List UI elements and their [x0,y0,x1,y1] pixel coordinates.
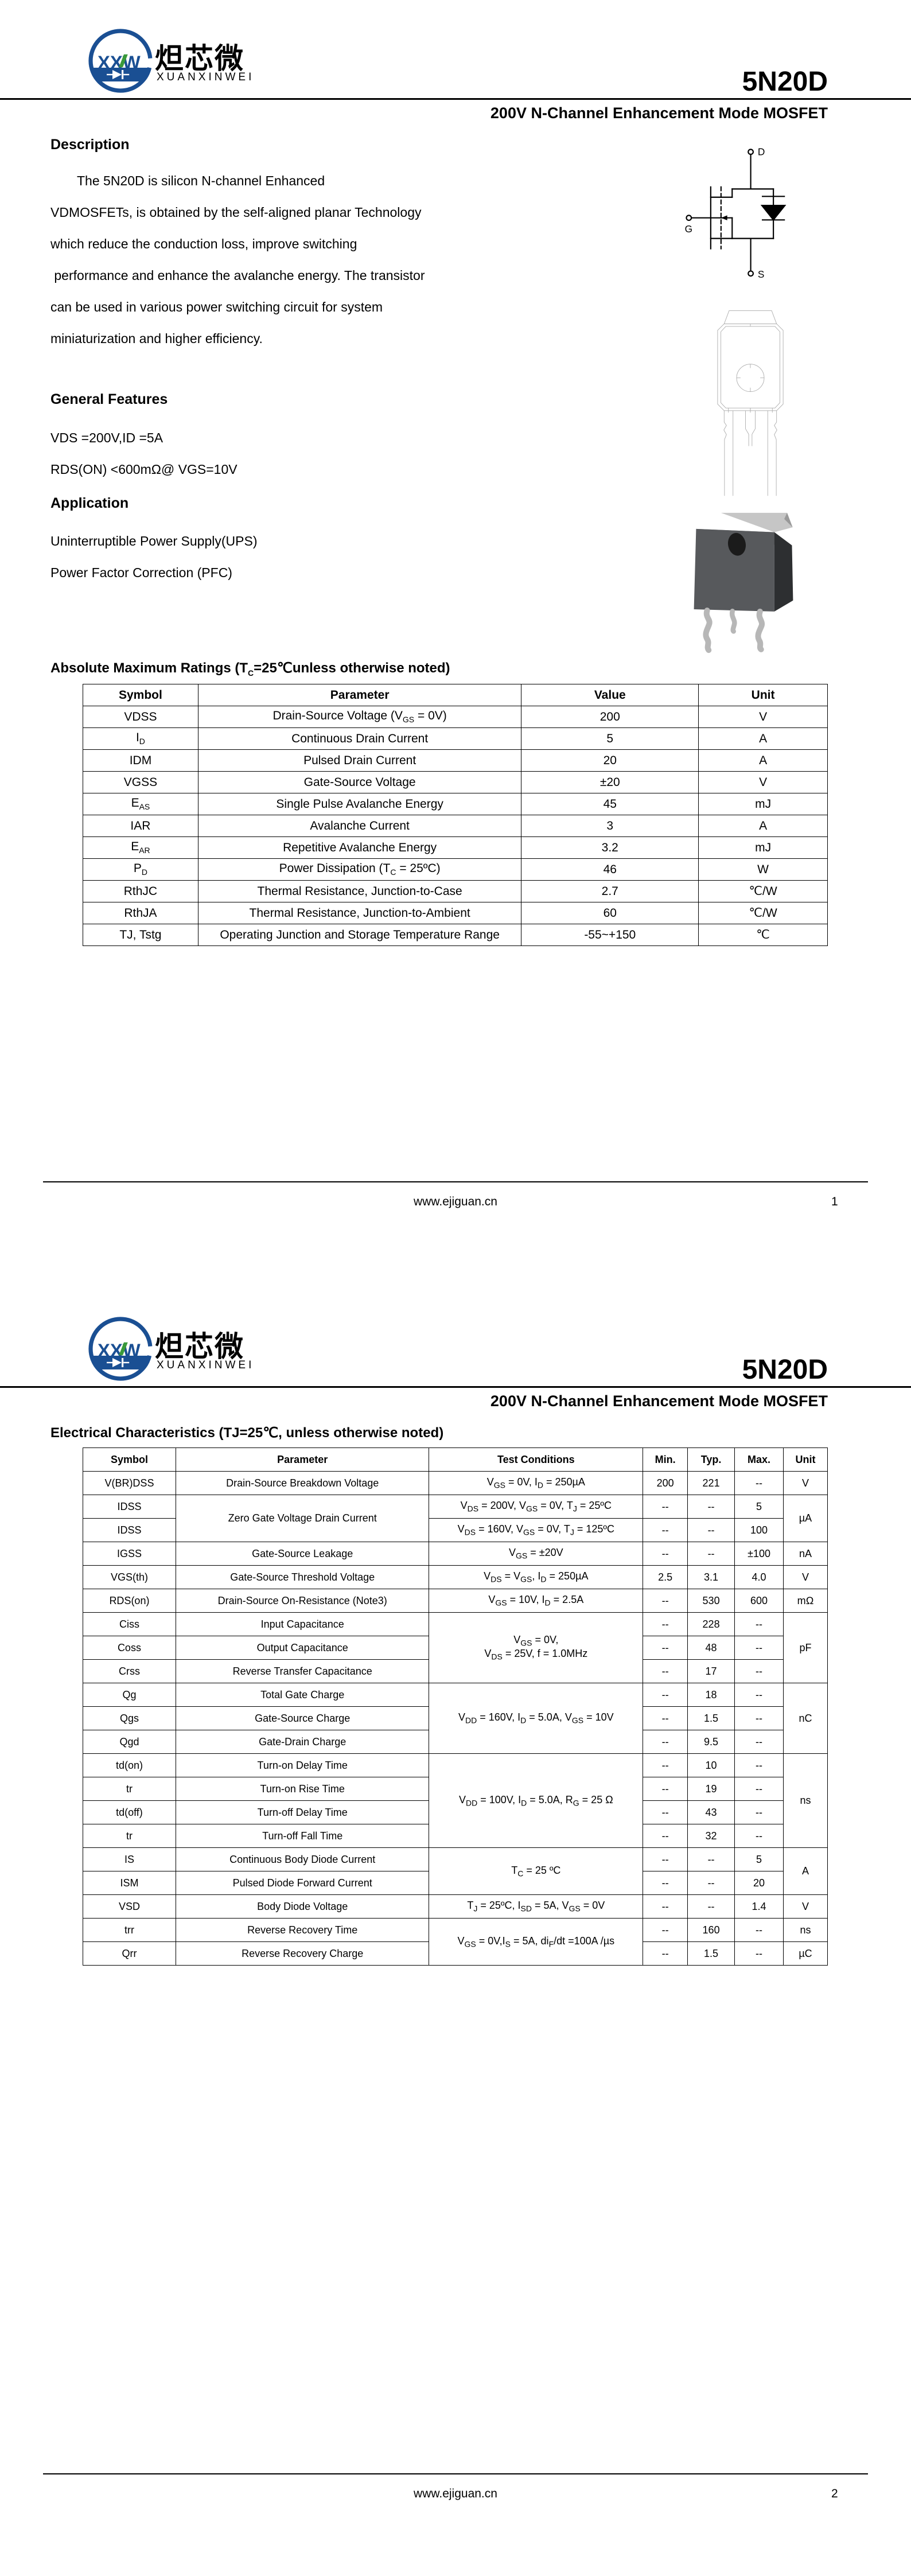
svg-text:D: D [758,146,765,157]
svg-text:G: G [685,223,692,235]
svg-text:XXW: XXW [98,1340,141,1361]
svg-text:S: S [758,269,765,280]
svg-text:XXW: XXW [98,52,141,73]
